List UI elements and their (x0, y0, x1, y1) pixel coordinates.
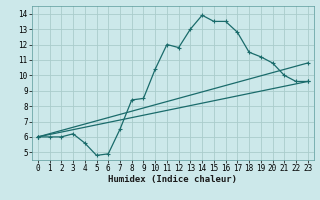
X-axis label: Humidex (Indice chaleur): Humidex (Indice chaleur) (108, 175, 237, 184)
